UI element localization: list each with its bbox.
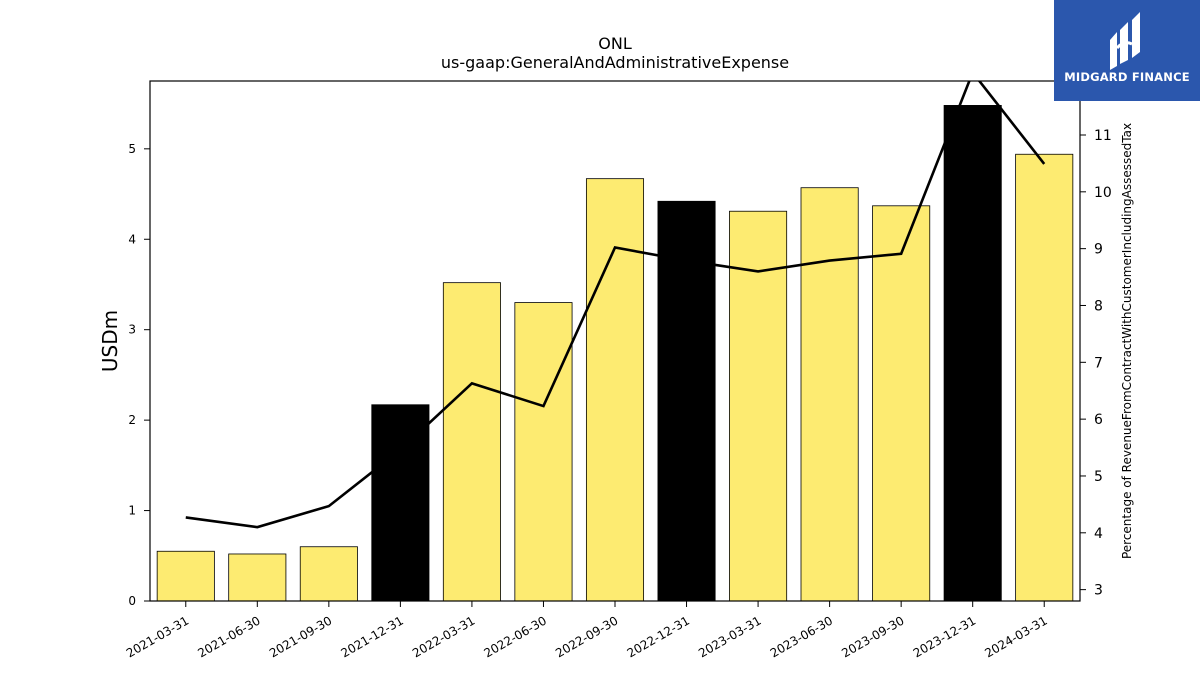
x-tick-label: 2023-12-31 <box>911 613 978 660</box>
bars-layer <box>156 105 1074 602</box>
x-tick-label: 2021-09-30 <box>267 613 334 660</box>
x-tick-label: 2022-03-31 <box>410 613 477 660</box>
x-tick-label: 2024-03-31 <box>982 613 1049 660</box>
brand-name: MIDGARD FINANCE <box>1064 70 1190 84</box>
y2-tick-label: 9 <box>1094 242 1103 258</box>
y-tick-label: 4 <box>128 232 136 246</box>
y2-tick-label: 4 <box>1094 526 1103 542</box>
bar-2023-09-30 <box>872 205 931 602</box>
bar-2023-03-31 <box>729 210 788 602</box>
bar-2021-06-30 <box>228 553 287 602</box>
y2-tick-label: 8 <box>1094 298 1103 314</box>
y-tick-label: 2 <box>128 413 136 427</box>
y2-tick-label: 6 <box>1094 412 1103 428</box>
bar-2021-12-31 <box>371 404 430 602</box>
y-tick-label: 1 <box>128 504 136 518</box>
bar-2021-03-31 <box>156 550 215 602</box>
x-tick-label: 2022-06-30 <box>482 613 549 660</box>
bar-2021-09-30 <box>299 546 358 602</box>
logo-mark-icon <box>1054 0 1200 101</box>
bar-2022-09-30 <box>585 178 645 602</box>
x-tick-label: 2022-12-31 <box>625 613 692 660</box>
bar-2022-12-31 <box>657 200 716 602</box>
x-tick-label: 2023-09-30 <box>839 613 906 660</box>
x-tick-label: 2022-09-30 <box>553 613 620 660</box>
x-tick-label: 2023-06-30 <box>768 613 835 660</box>
chart-title: ONL <box>598 34 632 53</box>
y2-tick-label: 5 <box>1094 469 1103 485</box>
bar-2022-03-31 <box>442 282 501 602</box>
y-tick-label: 3 <box>128 323 136 337</box>
y2-tick-label: 3 <box>1094 583 1103 599</box>
bar-2022-06-30 <box>514 302 573 602</box>
line-layer <box>185 81 1046 529</box>
bar-2023-12-31 <box>943 105 1002 602</box>
percentage-line <box>185 81 1046 529</box>
bar-2024-03-31 <box>1015 153 1074 602</box>
x-tick-label: 2023-03-31 <box>696 613 763 660</box>
y2-axis-label: Percentage of RevenueFromContractWithCus… <box>1120 123 1134 559</box>
x-tick-label: 2021-06-30 <box>195 613 262 660</box>
x-tick-label: 2021-12-31 <box>338 613 405 660</box>
y2-tick-label: 11 <box>1094 128 1112 144</box>
y-tick-label: 5 <box>128 142 136 156</box>
y-axis-label: USDm <box>98 310 122 372</box>
y2-tick-label: 10 <box>1094 185 1112 201</box>
bar-2023-06-30 <box>800 187 859 602</box>
y-tick-label: 0 <box>128 594 136 608</box>
y2-tick-label: 7 <box>1094 355 1103 371</box>
chart-subtitle: us-gaap:GeneralAndAdministrativeExpense <box>441 53 789 72</box>
x-tick-label: 2021-03-31 <box>124 613 191 660</box>
brand-logo: MIDGARD FINANCE <box>1054 0 1200 101</box>
